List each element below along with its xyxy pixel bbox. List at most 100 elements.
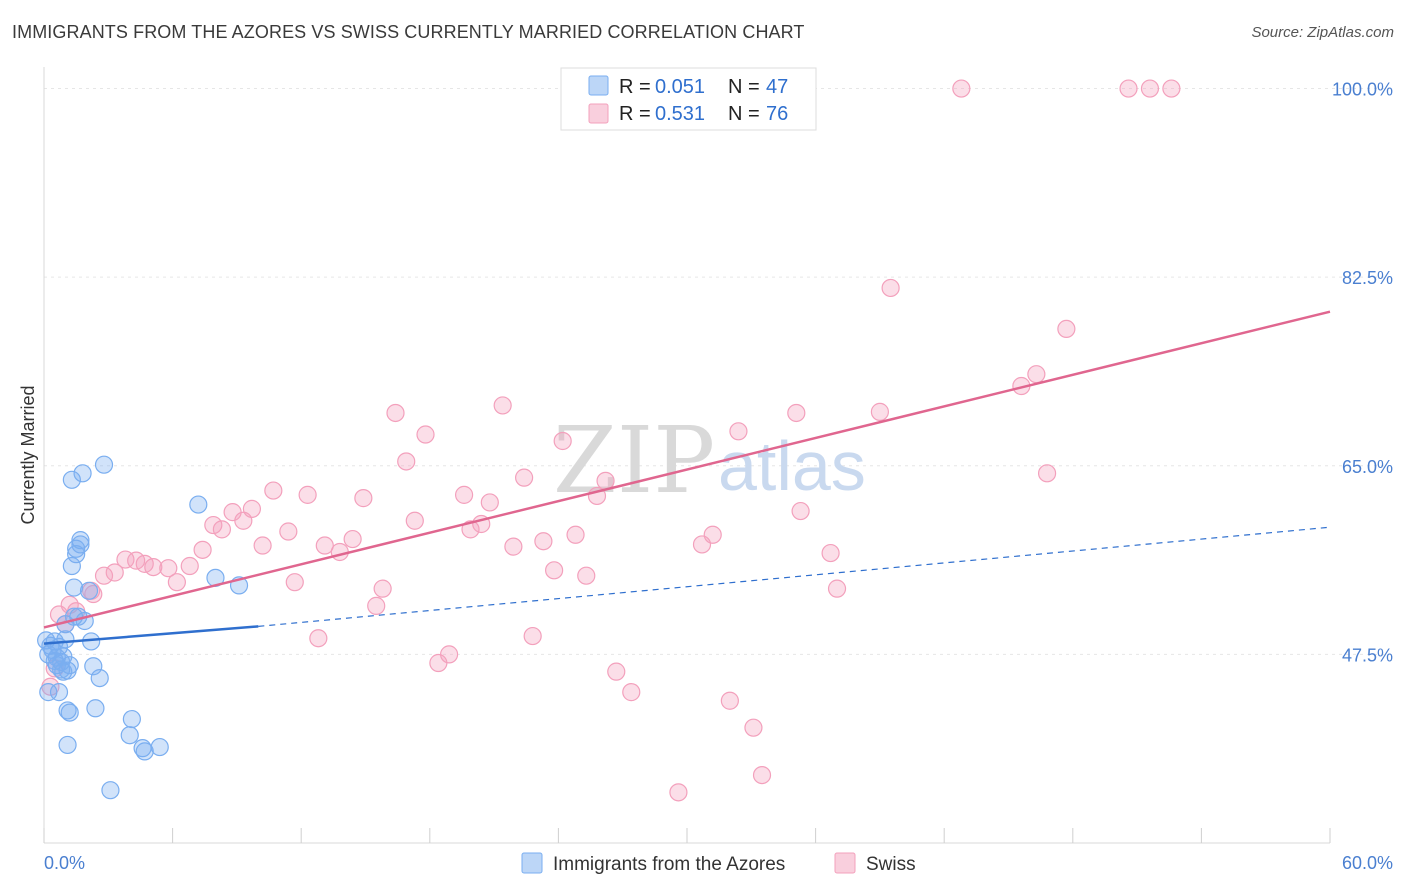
- trend-lines: [43, 310, 1331, 645]
- swiss-point: [504, 537, 523, 556]
- legend-r-value-azores: 0.051: [655, 76, 705, 98]
- swiss-point: [105, 563, 124, 582]
- azores-point: [62, 556, 81, 576]
- swiss-point: [397, 452, 416, 471]
- watermark-atlas: atlas: [718, 427, 866, 505]
- swiss-point: [264, 481, 283, 500]
- swiss-point: [298, 485, 317, 504]
- azores-point: [120, 726, 139, 745]
- bottom-legend-label-swiss: Swiss: [866, 854, 916, 875]
- y-tick-label: 47.5%: [1342, 645, 1393, 665]
- x-max-label: 60.0%: [1342, 853, 1393, 873]
- swiss-point: [720, 691, 739, 710]
- swiss-point: [870, 402, 890, 421]
- swiss-point: [821, 543, 840, 563]
- legend-r-value-swiss: 0.531: [655, 103, 705, 125]
- swiss-point: [1162, 79, 1181, 98]
- swiss-point: [309, 629, 328, 648]
- swiss-point: [703, 525, 722, 544]
- legend-r-label-swiss: R =: [619, 103, 651, 125]
- source-label: Source: ZipAtlas.com: [1251, 24, 1394, 41]
- swiss-point: [193, 540, 212, 559]
- azores-point: [73, 464, 92, 483]
- legend-n-value-azores: 47: [766, 76, 788, 98]
- swiss-point: [242, 499, 262, 518]
- bottom-legend-swatch-azores: [521, 852, 543, 874]
- azores-point: [101, 781, 120, 800]
- y-axis-title: Currently Married: [18, 385, 38, 524]
- swiss-point: [354, 489, 373, 508]
- legend-n-label-azores: N =: [728, 76, 760, 98]
- y-tick-label: 65.0%: [1342, 457, 1393, 477]
- azores-point: [39, 683, 58, 702]
- y-tick-label: 82.5%: [1342, 268, 1393, 288]
- x-min-label: 0.0%: [44, 853, 85, 873]
- swiss-point: [952, 79, 971, 98]
- swiss-point: [744, 718, 763, 737]
- azores-point: [71, 535, 90, 554]
- watermark-zip: ZIP: [553, 407, 715, 514]
- y-tick-label: 100.0%: [1332, 80, 1393, 100]
- y-tick-labels: 47.5% 65.0% 82.5% 100.0%: [1332, 80, 1393, 666]
- swiss-point: [669, 783, 688, 802]
- swiss-point: [204, 515, 223, 535]
- swiss-point: [1027, 365, 1046, 384]
- swiss-point: [607, 662, 626, 681]
- watermark: ZIP atlas: [553, 407, 866, 514]
- swiss-point: [373, 579, 392, 598]
- swiss-trend-line: [43, 310, 1331, 629]
- azores-point: [64, 578, 84, 597]
- swiss-points: [41, 79, 1181, 802]
- swiss-point: [405, 511, 424, 530]
- azores-point: [58, 735, 77, 755]
- azores-point: [60, 656, 79, 675]
- swiss-point: [144, 557, 163, 577]
- swiss-point: [253, 536, 272, 555]
- azores-trend-line-dashed: [258, 526, 1331, 627]
- azores-point: [150, 737, 169, 757]
- azores-point: [56, 630, 75, 649]
- x-ticks: [43, 828, 1331, 843]
- azores-point: [189, 495, 208, 514]
- swiss-point: [416, 425, 435, 444]
- swiss-point: [523, 626, 542, 646]
- swiss-point: [386, 403, 405, 423]
- azores-point: [135, 742, 154, 761]
- bottom-legend-swatch-swiss: [834, 852, 856, 874]
- swiss-point: [367, 596, 386, 615]
- gridlines: [44, 88, 1393, 655]
- swiss-point: [566, 525, 585, 544]
- swiss-point: [439, 645, 459, 664]
- legend-swatch-azores: [588, 75, 609, 96]
- swiss-point: [752, 765, 772, 785]
- azores-point: [71, 531, 90, 550]
- swiss-point: [791, 501, 810, 521]
- azores-point: [67, 545, 86, 564]
- azores-point: [90, 668, 109, 688]
- swiss-point: [622, 683, 641, 702]
- swiss-point: [1140, 79, 1160, 98]
- swiss-point: [94, 566, 114, 585]
- swiss-point: [787, 403, 806, 423]
- legend-n-label-swiss: N =: [728, 103, 760, 125]
- legend-swatch-swiss: [588, 103, 609, 124]
- swiss-point: [577, 566, 596, 585]
- azores-point: [86, 699, 105, 718]
- swiss-point: [534, 532, 553, 551]
- azores-point: [84, 657, 103, 676]
- azores-point: [62, 470, 81, 489]
- swiss-point: [1057, 319, 1076, 338]
- swiss-point: [827, 579, 847, 598]
- swiss-point: [493, 396, 512, 415]
- swiss-point: [881, 278, 900, 298]
- bottom-legend: Immigrants from the Azores Swiss: [521, 852, 916, 875]
- swiss-point: [1119, 79, 1138, 98]
- chart-title: IMMIGRANTS FROM THE AZORES VS SWISS CURR…: [12, 22, 805, 42]
- swiss-point: [461, 520, 480, 539]
- legend-r-label-azores: R =: [619, 76, 651, 98]
- azores-point: [60, 703, 79, 722]
- swiss-point: [454, 485, 474, 504]
- swiss-point: [315, 536, 334, 555]
- swiss-point: [180, 556, 199, 576]
